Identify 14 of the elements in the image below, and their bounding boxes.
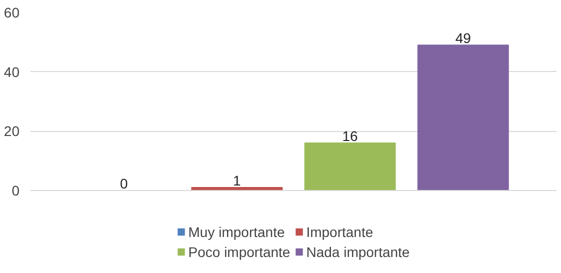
y-tick-label: 20: [4, 123, 20, 140]
data-label: 0: [120, 176, 128, 192]
legend-label: Poco importante: [188, 244, 290, 260]
data-label: 1: [233, 172, 242, 189]
data-label: 16: [342, 128, 358, 144]
legend-label: Importante: [306, 224, 374, 240]
legend-label: Muy importante: [188, 224, 285, 240]
bar: [304, 142, 396, 190]
y-tick-label: 40: [4, 64, 20, 80]
bar: [417, 44, 509, 190]
y-tick-label: 60: [4, 4, 20, 20]
y-tick-label: 0: [12, 182, 20, 198]
data-label: 49: [455, 30, 472, 46]
legend-label: Nada importante: [306, 244, 410, 260]
